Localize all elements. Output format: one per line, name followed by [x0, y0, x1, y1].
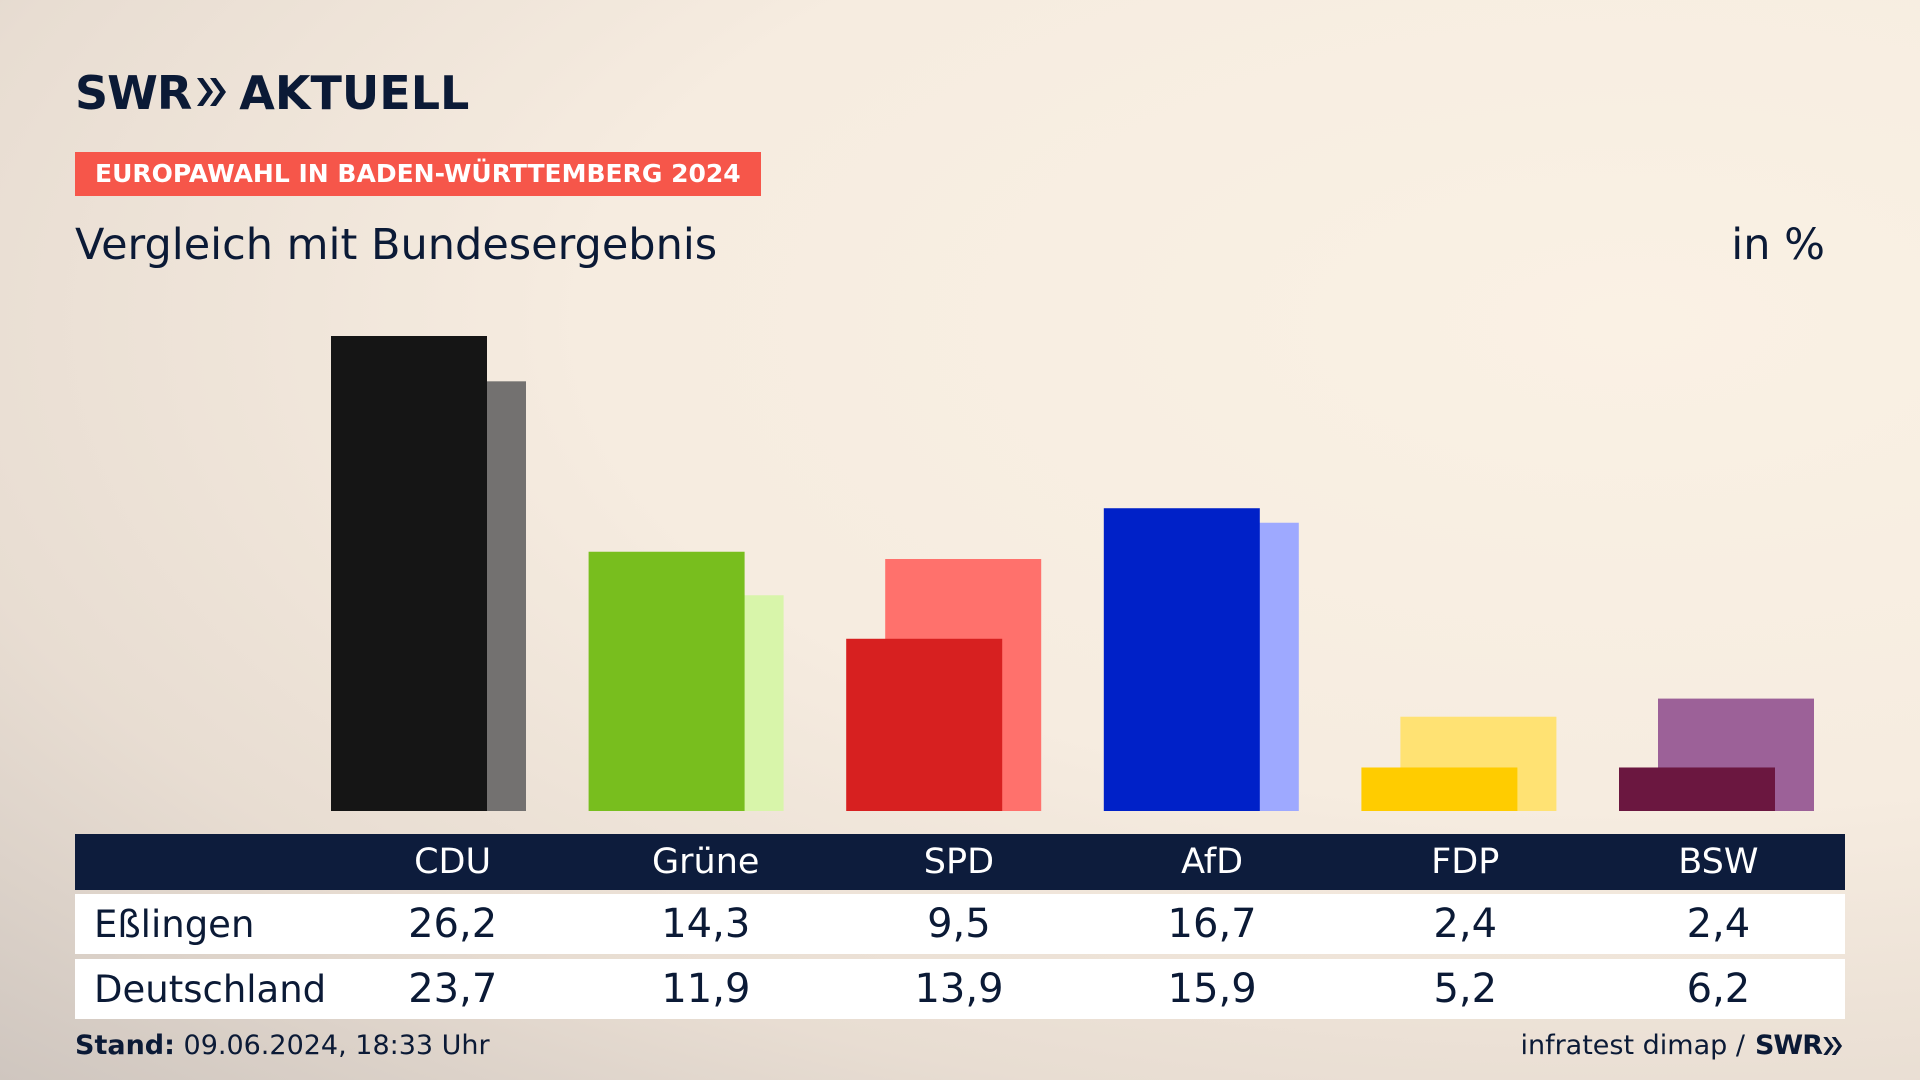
- value-cell: 13,9: [914, 966, 1004, 1012]
- value-cell: 16,7: [1167, 901, 1257, 947]
- logo-swr-text: SWR: [75, 66, 192, 120]
- unit-label: in %: [1731, 220, 1825, 270]
- value-cell: 9,5: [927, 901, 991, 947]
- election-badge: EUROPAWAHL IN BADEN-WÜRTTEMBERG 2024: [75, 152, 761, 196]
- row-label: Eßlingen: [94, 902, 255, 946]
- header-party: Grüne: [652, 842, 760, 882]
- bar-chart: [331, 336, 1814, 811]
- bar-esslingen-afd: [1103, 508, 1260, 811]
- double-chevron-icon: [1823, 1036, 1843, 1055]
- chart-subtitle: Vergleich mit Bundesergebnis: [75, 220, 718, 270]
- value-cell: 5,2: [1433, 966, 1498, 1012]
- value-cell: 26,2: [408, 901, 498, 947]
- stand-label: Stand:: [75, 1030, 175, 1061]
- value-cell: 23,7: [408, 966, 498, 1012]
- swr-small-logo: SWR: [1755, 1030, 1844, 1061]
- table-row-esslingen: Eßlingen 26,2 14,3 9,5 16,7 2,4 2,4: [75, 894, 1845, 954]
- bar-esslingen-spd: [846, 638, 1003, 811]
- timestamp: Stand: 09.06.2024, 18:33 Uhr: [75, 1030, 490, 1061]
- bar-esslingen-grüne: [588, 551, 745, 811]
- bar-esslingen-fdp: [1361, 767, 1518, 811]
- table-header-row: CDU Grüne SPD AfD FDP BSW: [75, 834, 1845, 890]
- source-text: infratest dimap /: [1520, 1030, 1745, 1061]
- double-chevron-icon: [195, 66, 229, 120]
- value-cell: 2,4: [1433, 901, 1498, 947]
- swr-aktuell-logo: SWR AKTUELL: [75, 66, 469, 120]
- value-cell: 2,4: [1686, 901, 1751, 947]
- header-party: CDU: [414, 842, 492, 882]
- value-cell: 6,2: [1686, 966, 1751, 1012]
- header-party: AfD: [1181, 842, 1244, 882]
- header-party: FDP: [1431, 842, 1500, 882]
- header-party: SPD: [923, 842, 995, 882]
- value-cell: 11,9: [661, 966, 751, 1012]
- header-party: BSW: [1678, 842, 1759, 882]
- small-logo-text: SWR: [1754, 1030, 1823, 1061]
- value-cell: 15,9: [1167, 966, 1257, 1012]
- row-label: Deutschland: [94, 967, 327, 1011]
- results-table: CDU Grüne SPD AfD FDP BSW Eßlingen 26,2 …: [75, 834, 1845, 1019]
- bar-esslingen-cdu: [331, 336, 487, 811]
- value-cell: 14,3: [661, 901, 751, 947]
- source-credit: infratest dimap / SWR: [1520, 1030, 1844, 1061]
- table-row-deutschland: Deutschland 23,7 11,9 13,9 15,9 5,2 6,2: [75, 959, 1845, 1019]
- stand-value: 09.06.2024, 18:33 Uhr: [183, 1030, 490, 1061]
- bar-esslingen-bsw: [1619, 767, 1775, 811]
- logo-aktuell-text: AKTUELL: [239, 66, 470, 120]
